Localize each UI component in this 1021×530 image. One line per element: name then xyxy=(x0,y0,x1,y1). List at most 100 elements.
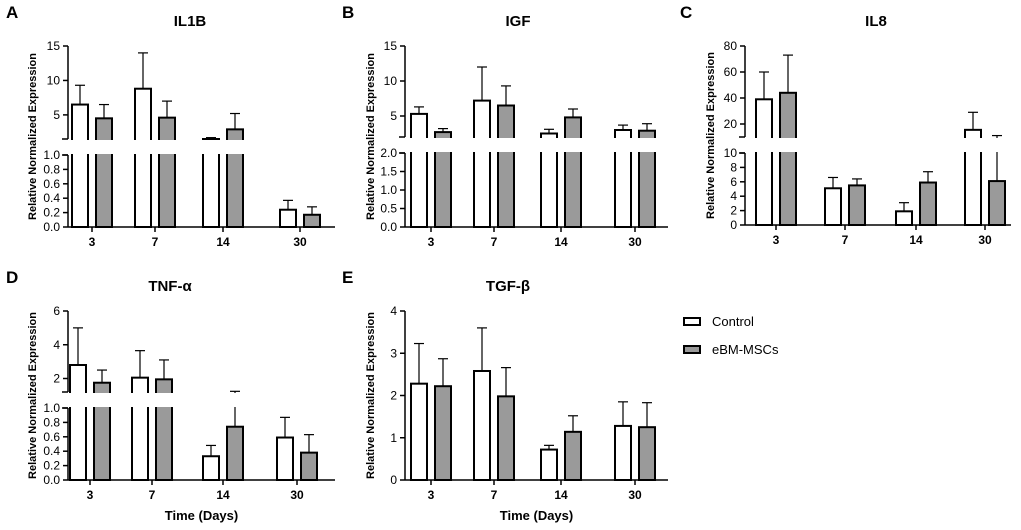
bar-ebm-mscs-30 xyxy=(988,180,1006,226)
bar-control-3 xyxy=(71,103,89,228)
bar-control-30 xyxy=(279,208,297,229)
chart-title: IL1B xyxy=(174,13,207,30)
axis-break-gap-axis xyxy=(744,138,747,152)
y-tick-label-1: 1 xyxy=(390,431,397,445)
x-tick-label-30: 30 xyxy=(628,235,642,249)
y-tick-label-lower-2: 4 xyxy=(730,189,737,203)
bar-ebm-mscs-14 xyxy=(564,430,582,482)
legend-label-ebm-mscs: eBM-MSCs xyxy=(712,341,779,357)
y-tick-label-lower-1: 0.2 xyxy=(43,459,60,473)
y-tick-label-lower-4: 0.8 xyxy=(43,415,60,429)
axis-break-gap-3 xyxy=(70,140,114,154)
bar-control-3 xyxy=(410,112,428,228)
axis-break-gap-7 xyxy=(823,138,867,152)
y-tick-label-upper-1: 10 xyxy=(384,74,398,88)
axis-break-gap-7 xyxy=(130,393,174,407)
legend-label-control: Control xyxy=(712,313,754,329)
legend: Control eBM-MSCs xyxy=(683,313,778,369)
chart-title: TGF-β xyxy=(486,278,530,295)
y-tick-label-lower-3: 6 xyxy=(730,175,737,189)
y-tick-label-lower-4: 8 xyxy=(730,160,737,174)
bar-control-14 xyxy=(895,210,913,227)
bar-ebm-mscs-30 xyxy=(300,451,318,481)
axis-break-gap-7 xyxy=(133,140,177,154)
y-tick-label-lower-5: 1.0 xyxy=(43,401,60,415)
axis-break-gap-14 xyxy=(894,138,938,152)
x-tick-label-14: 14 xyxy=(216,235,230,249)
y-tick-label-lower-1: 0.5 xyxy=(380,202,397,216)
y-tick-label-lower-3: 0.6 xyxy=(43,177,60,191)
bar-control-30 xyxy=(276,436,294,482)
y-tick-label-lower-1: 0.2 xyxy=(43,206,60,220)
bar-ebm-mscs-7 xyxy=(497,395,515,481)
axis-break-gap-axis xyxy=(404,138,407,152)
bar-ebm-mscs-7 xyxy=(848,184,866,226)
y-axis-label: Relative Normalized Expression xyxy=(365,53,377,220)
y-axis-label: Relative Normalized Expression xyxy=(27,312,39,479)
axis-break-gap-14 xyxy=(201,140,245,154)
x-tick-label-3: 3 xyxy=(773,233,780,247)
legend-swatch-ebm-mscs xyxy=(683,344,701,354)
bar-control-14 xyxy=(202,455,220,482)
x-axis-label: Time (Days) xyxy=(165,508,238,523)
axis-break-gap-3 xyxy=(754,138,798,152)
bar-ebm-mscs-3 xyxy=(434,385,452,481)
chart-tgf-beta: TGF-β Relative Normalized Expression 0 1 2 3 4… xyxy=(365,278,668,523)
legend-item-control: Control xyxy=(683,313,778,329)
axis-break-gap-14 xyxy=(201,393,245,407)
y-tick-label-3: 3 xyxy=(390,346,397,360)
y-tick-label-lower-5: 1.0 xyxy=(43,148,60,162)
chart-title: IGF xyxy=(506,13,531,30)
y-tick-label-upper-2: 15 xyxy=(47,39,61,53)
y-tick-label-2: 2 xyxy=(390,389,397,403)
x-tick-label-30: 30 xyxy=(290,488,304,502)
bar-control-7 xyxy=(473,99,491,228)
x-tick-label-3: 3 xyxy=(428,488,435,502)
x-axis-label: Time (Days) xyxy=(500,508,573,523)
y-tick-label-upper-0: 2 xyxy=(53,372,60,386)
bar-control-7 xyxy=(473,369,491,481)
y-tick-label-4: 4 xyxy=(390,304,397,318)
panel-letter-a: A xyxy=(6,3,19,22)
x-tick-label-30: 30 xyxy=(293,235,307,249)
bar-control-7 xyxy=(134,87,152,229)
x-tick-label-14: 14 xyxy=(554,235,568,249)
y-tick-label-lower-4: 0.8 xyxy=(43,162,60,176)
x-tick-label-3: 3 xyxy=(87,488,94,502)
axis-break-gap-30 xyxy=(613,138,657,152)
y-tick-label-upper-2: 15 xyxy=(384,39,398,53)
axis-break-gap-3 xyxy=(68,393,112,407)
x-tick-label-7: 7 xyxy=(149,488,156,502)
axis-break-gap-7 xyxy=(472,138,516,152)
y-tick-label-upper-1: 40 xyxy=(724,91,738,105)
y-tick-label-lower-0: 0.0 xyxy=(380,220,397,234)
y-tick-label-upper-0: 5 xyxy=(390,109,397,123)
x-tick-label-3: 3 xyxy=(89,235,96,249)
x-tick-label-7: 7 xyxy=(491,488,498,502)
x-tick-label-7: 7 xyxy=(491,235,498,249)
x-tick-label-30: 30 xyxy=(978,233,992,247)
chart-il1b: IL1B Relative Normalized Expression 0.00.2… xyxy=(27,13,335,249)
y-tick-label-lower-3: 1.5 xyxy=(380,165,397,179)
y-tick-label-lower-0: 0.0 xyxy=(43,473,60,487)
legend-swatch-control xyxy=(683,316,701,326)
x-tick-label-14: 14 xyxy=(554,488,568,502)
panel-letter-c: C xyxy=(680,3,693,22)
y-tick-label-lower-4: 2.0 xyxy=(380,146,397,160)
y-tick-label-upper-0: 20 xyxy=(724,117,738,131)
panel-letter-e: E xyxy=(342,268,354,287)
y-axis-label: Relative Normalized Expression xyxy=(365,312,377,479)
bar-ebm-mscs-7 xyxy=(158,116,176,228)
y-tick-label-upper-0: 5 xyxy=(53,108,60,122)
y-axis-label: Relative Normalized Expression xyxy=(705,52,717,219)
y-tick-label-lower-2: 1.0 xyxy=(380,183,397,197)
x-tick-label-14: 14 xyxy=(216,488,230,502)
y-tick-label-0: 0 xyxy=(390,473,397,487)
bar-ebm-mscs-30 xyxy=(303,213,321,228)
axis-break-gap-30 xyxy=(275,393,319,407)
bar-ebm-mscs-14 xyxy=(226,425,244,481)
y-tick-label-lower-1: 2 xyxy=(730,204,737,218)
